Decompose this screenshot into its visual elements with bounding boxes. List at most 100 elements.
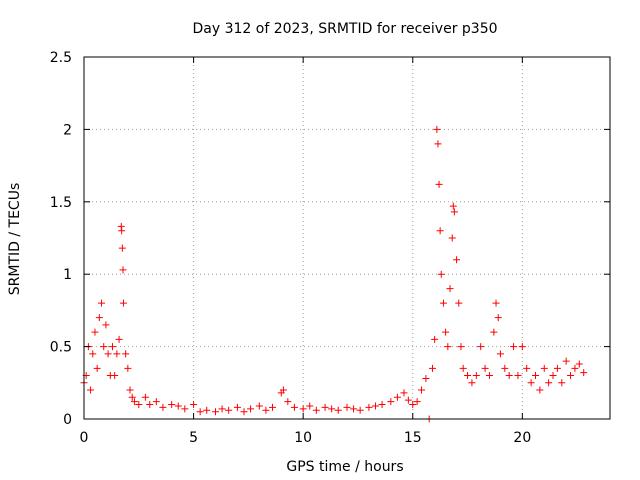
x-tick-label: 15	[404, 430, 422, 446]
data-point	[496, 350, 504, 358]
data-point	[126, 386, 134, 394]
data-point	[457, 343, 465, 351]
data-point	[135, 401, 143, 409]
data-point	[128, 393, 136, 401]
data-point	[518, 343, 526, 351]
data-point	[439, 299, 447, 307]
data-point	[268, 403, 276, 411]
data-point	[442, 328, 450, 336]
y-tick-label: 0.5	[50, 340, 72, 356]
data-point	[580, 369, 588, 377]
data-point	[472, 372, 480, 380]
x-tick-label: 10	[294, 430, 312, 446]
data-point	[115, 335, 123, 343]
data-point	[212, 408, 219, 416]
data-point	[485, 372, 493, 380]
x-tick-label: 20	[513, 430, 531, 446]
plot-frame	[83, 56, 611, 420]
data-point	[437, 270, 445, 278]
data-point	[152, 398, 160, 406]
data-point	[118, 227, 126, 235]
data-point	[122, 350, 130, 358]
data-point	[262, 406, 270, 414]
data-point	[393, 393, 401, 401]
data-point	[365, 403, 373, 411]
data-point	[104, 350, 112, 358]
data-point	[100, 343, 108, 351]
data-point	[418, 386, 426, 394]
data-point	[536, 386, 544, 394]
data-point	[312, 406, 320, 414]
data-point	[422, 374, 430, 382]
x-axis-label: GPS time / hours	[286, 459, 403, 475]
data-point	[453, 256, 461, 264]
data-point	[446, 285, 454, 293]
data-point	[387, 398, 395, 406]
data-point	[350, 405, 358, 413]
data-point	[449, 202, 457, 210]
y-tick-label: 0	[63, 412, 72, 428]
data-point	[108, 343, 116, 351]
data-point	[119, 299, 127, 307]
chart-title: Day 312 of 2023, SRMTID for receiver p35…	[192, 21, 497, 37]
data-point	[181, 405, 189, 413]
data-point	[409, 401, 417, 409]
data-point	[433, 125, 441, 133]
data-point	[102, 321, 110, 329]
data-point	[434, 140, 442, 148]
data-point	[378, 401, 386, 409]
data-point	[174, 402, 182, 410]
data-point	[492, 299, 500, 307]
data-point	[501, 364, 509, 372]
data-point	[540, 364, 548, 372]
data-point	[279, 386, 287, 394]
data-point	[523, 364, 531, 372]
y-tick-label: 1.5	[50, 195, 72, 211]
data-point	[549, 372, 557, 380]
data-point	[428, 364, 436, 372]
data-point	[356, 406, 364, 414]
data-point	[562, 357, 570, 365]
x-tick-label: 5	[189, 430, 198, 446]
y-axis-label: SRMTID / TECUs	[7, 183, 23, 296]
data-point	[218, 405, 226, 413]
data-point	[190, 401, 198, 409]
data-point	[343, 403, 351, 411]
data-point	[124, 364, 132, 372]
data-point	[494, 314, 502, 322]
data-point	[505, 372, 513, 380]
y-tick-label: 1	[63, 267, 72, 283]
data-point	[159, 403, 167, 411]
data-point	[247, 405, 255, 413]
data-point	[444, 343, 452, 351]
data-point	[130, 398, 138, 406]
data-point	[233, 403, 241, 411]
data-point	[553, 364, 561, 372]
data-point	[141, 393, 149, 401]
data-point	[95, 314, 103, 322]
data-points	[80, 125, 588, 423]
data-point	[531, 372, 539, 380]
data-point	[481, 364, 489, 372]
data-point	[203, 406, 211, 414]
data-point	[299, 405, 307, 413]
x-tick-label: 0	[80, 430, 89, 446]
data-point	[545, 379, 553, 387]
data-point	[91, 328, 99, 336]
data-point	[111, 372, 119, 380]
data-point	[435, 180, 443, 188]
data-point	[477, 343, 485, 351]
data-point	[290, 403, 298, 411]
data-point	[93, 364, 101, 372]
data-point	[404, 396, 412, 404]
data-point	[225, 406, 233, 414]
data-point	[255, 402, 263, 410]
data-point	[455, 299, 463, 307]
data-point	[514, 372, 522, 380]
data-point	[240, 408, 248, 416]
y-tick-label: 2.5	[50, 50, 72, 66]
axis-ticks: 0 5 10 15 20 0 0.5 1 1.5 2 2.5	[50, 50, 610, 446]
y-tick-label: 2	[63, 122, 72, 138]
data-point	[196, 408, 204, 416]
data-point	[575, 360, 583, 368]
